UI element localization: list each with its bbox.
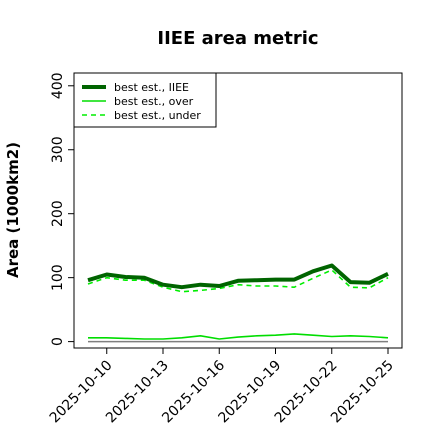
y-tick-label-3: 300 (50, 136, 66, 163)
y-tick-label-2: 200 (50, 200, 66, 227)
legend-box (73, 72, 217, 128)
legend-label-0: best est., IIEE (114, 81, 189, 94)
series-line-2 (87, 269, 389, 293)
legend-label-2: best est., under (114, 109, 201, 122)
legend-label-1: best est., over (114, 95, 194, 108)
y-axis-label: Area (1000km2) (4, 142, 22, 278)
y-tick-label-4: 400 (50, 72, 66, 99)
series-line-1 (88, 333, 389, 340)
chart-title: IIEE area metric (157, 28, 318, 49)
series-line-0 (87, 263, 389, 290)
y-tick-label-0: 0 (50, 337, 66, 346)
y-tick-label-1: 100 (50, 264, 66, 291)
plot-frame (73, 72, 403, 349)
